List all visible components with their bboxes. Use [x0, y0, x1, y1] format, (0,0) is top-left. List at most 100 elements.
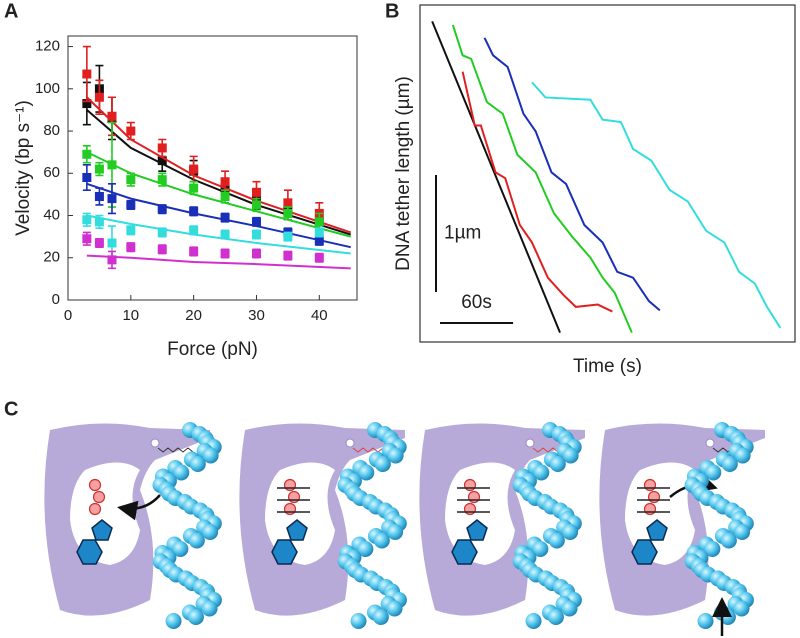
data-point	[82, 173, 92, 183]
dna-bead	[202, 447, 219, 464]
phosphate	[287, 490, 301, 504]
data-point	[126, 126, 136, 136]
data-point	[157, 227, 167, 237]
y-tick-label: 60	[43, 164, 60, 181]
phosphate	[283, 478, 297, 492]
dna-bead	[697, 613, 714, 629]
trace	[461, 71, 613, 313]
data-point	[94, 192, 104, 202]
data-point	[82, 69, 92, 79]
data-point	[157, 156, 167, 166]
dna-bead	[189, 456, 206, 472]
trace	[483, 37, 661, 312]
x-axis-label: Time (s)	[573, 356, 642, 377]
data-point	[107, 255, 117, 265]
mechanism-step	[599, 423, 765, 616]
phosphate	[643, 502, 657, 516]
trace	[431, 21, 561, 334]
dna-bead	[547, 609, 564, 625]
motor-joint	[705, 438, 715, 448]
data-point	[220, 249, 230, 259]
data-point	[189, 246, 199, 256]
dna-bead	[358, 464, 375, 481]
dna-bead	[386, 600, 403, 617]
dna-bead	[172, 541, 189, 557]
phosphate	[463, 478, 477, 492]
phosphate	[283, 502, 297, 516]
panel-label: A	[4, 0, 18, 22]
trace	[531, 81, 782, 329]
data-point	[94, 164, 104, 174]
data-point	[126, 242, 136, 252]
data-point	[107, 238, 117, 248]
data-point	[157, 204, 167, 214]
fit-line	[86, 254, 351, 270]
data-point	[189, 225, 199, 235]
sugar-ring	[466, 519, 488, 541]
dna-bead	[720, 532, 737, 549]
data-point	[314, 227, 324, 237]
scale-bar-label: 1µm	[444, 223, 481, 244]
data-point	[314, 217, 324, 227]
x-tick-label: 40	[311, 307, 328, 324]
y-axis-label: DNA tether length (µm)	[393, 76, 414, 271]
dna-bead	[387, 447, 404, 464]
panel-label: C	[4, 398, 18, 420]
data-point	[157, 175, 167, 185]
data-point	[126, 200, 136, 210]
dna-bead	[533, 464, 550, 481]
data-point	[251, 200, 261, 210]
sugar-ring	[646, 519, 668, 541]
dna-bead	[721, 456, 738, 472]
base-ring	[451, 539, 478, 565]
dna-bead	[734, 524, 751, 540]
motor-joint	[345, 438, 355, 448]
mechanism-step	[44, 423, 210, 616]
data-point	[251, 249, 261, 259]
data-point	[107, 160, 117, 170]
dna-bead	[350, 613, 367, 629]
linker	[157, 447, 194, 453]
data-point	[94, 238, 104, 248]
dna-bead	[532, 541, 549, 557]
dna-bead	[173, 464, 190, 481]
dna-bead	[733, 600, 750, 617]
data-point	[82, 149, 92, 159]
data-point	[189, 164, 199, 174]
data-point	[283, 208, 293, 218]
phosphate	[647, 490, 661, 504]
dna-bead	[562, 447, 579, 464]
dna-bead	[188, 532, 205, 549]
data-point	[107, 111, 117, 121]
scale-bar-label: 60s	[461, 292, 492, 313]
y-tick-label: 20	[43, 249, 60, 266]
data-point	[251, 230, 261, 240]
data-point	[82, 234, 92, 244]
data-point	[220, 192, 230, 202]
data-point	[283, 198, 293, 208]
trace	[451, 24, 633, 334]
dna-bead	[372, 609, 389, 625]
dna-bead	[357, 541, 374, 557]
data-point	[126, 225, 136, 235]
data-point	[82, 215, 92, 225]
data-point	[126, 175, 136, 185]
phosphate	[88, 502, 102, 516]
x-axis-label: Force (pN)	[167, 339, 258, 360]
x-tick-label: 20	[185, 307, 202, 324]
dna-bead	[734, 447, 751, 464]
y-tick-label: 120	[35, 38, 60, 55]
phosphate	[92, 490, 106, 504]
data-point	[220, 177, 230, 187]
x-tick-label: 0	[64, 307, 72, 324]
dna-bead	[561, 600, 578, 617]
data-point	[157, 143, 167, 153]
data-point	[82, 99, 92, 109]
dna-bead	[373, 532, 390, 549]
data-point	[251, 187, 261, 197]
data-point	[157, 244, 167, 254]
data-point	[189, 206, 199, 216]
data-point	[251, 217, 261, 227]
dna-bead	[562, 524, 579, 540]
